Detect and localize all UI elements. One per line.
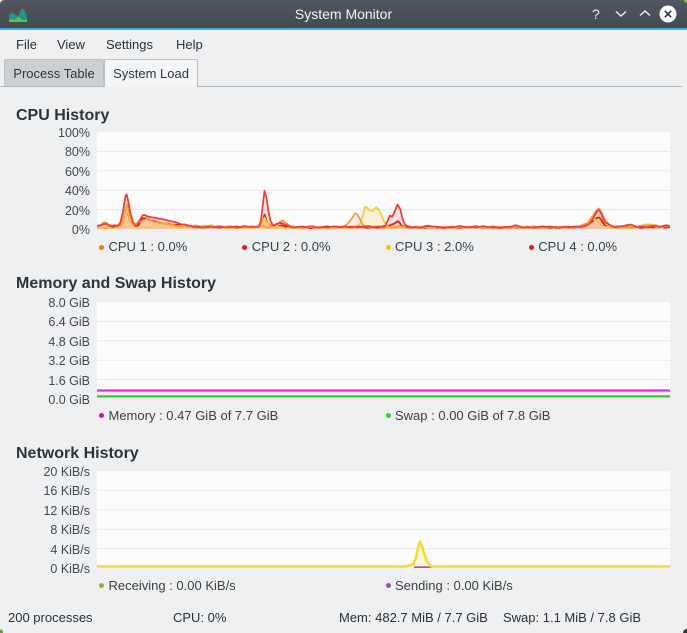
svg-text:?: ? [592,6,600,22]
